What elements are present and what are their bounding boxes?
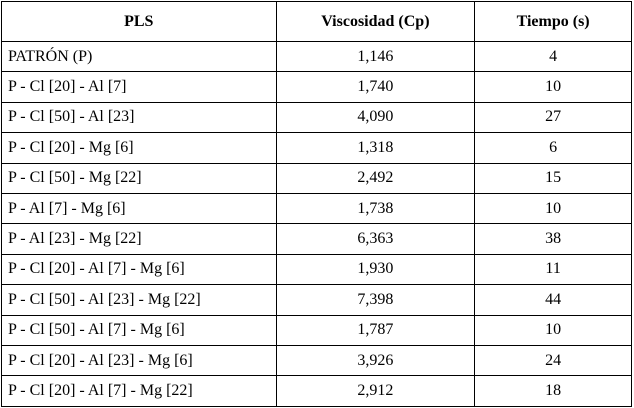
header-pls: PLS [1,1,277,42]
cell-pls: P - Cl [50] - Al [7] - Mg [6] [1,314,277,346]
cell-pls: P - Cl [20] - Al [23] - Mg [6] [1,344,277,377]
cell-tiempo: 24 [474,344,632,377]
table-row: P - Cl [50] - Al [23] 4,090 27 [1,101,632,134]
table-row: P - Cl [50] - Mg [22] 2,492 15 [1,162,632,194]
cell-pls: P - Cl [50] - Al [23] - Mg [22] [1,284,277,316]
cell-tiempo: 44 [474,284,632,316]
table-row: P - Cl [50] - Al [23] - Mg [22] 7,398 44 [1,284,632,316]
cell-tiempo: 10 [474,314,632,346]
cell-viscosidad: 6,363 [275,223,476,255]
cell-tiempo: 18 [474,375,632,407]
cell-pls: P - Cl [20] - Al [7] - Mg [6] [1,253,277,286]
table-row: P - Cl [20] - Al [7] - Mg [6] 1,930 11 [1,253,632,286]
header-row: PLS Viscosidad (Cp) Tiempo (s) [1,1,632,42]
cell-viscosidad: 1,318 [275,132,476,164]
header-viscosidad: Viscosidad (Cp) [275,1,476,42]
cell-viscosidad: 3,926 [275,344,476,377]
cell-tiempo: 11 [474,253,632,286]
cell-tiempo: 4 [474,40,632,73]
cell-viscosidad: 2,492 [275,162,476,194]
table-row: P - Cl [20] - Al [7] - Mg [22] 2,912 18 [1,375,632,407]
cell-tiempo: 38 [474,223,632,255]
cell-pls: P - Cl [20] - Al [7] - Mg [22] [1,375,277,407]
cell-viscosidad: 1,740 [275,71,476,103]
cell-viscosidad: 1,787 [275,314,476,346]
cell-pls: P - Cl [50] - Al [23] [1,101,277,134]
cell-tiempo: 15 [474,162,632,194]
table-row: P - Al [23] - Mg [22] 6,363 38 [1,223,632,255]
cell-viscosidad: 4,090 [275,101,476,134]
cell-viscosidad: 1,738 [275,192,476,225]
cell-tiempo: 27 [474,101,632,134]
header-tiempo: Tiempo (s) [474,1,632,42]
cell-viscosidad: 1,146 [275,40,476,73]
cell-pls: P - Al [23] - Mg [22] [1,223,277,255]
cell-tiempo: 6 [474,132,632,164]
table-row: P - Al [7] - Mg [6] 1,738 10 [1,192,632,225]
cell-pls: P - Cl [20] - Al [7] [1,71,277,103]
table-row: P - Cl [20] - Mg [6] 1,318 6 [1,132,632,164]
cell-viscosidad: 1,930 [275,253,476,286]
cell-pls: P - Al [7] - Mg [6] [1,192,277,225]
cell-pls: P - Cl [50] - Mg [22] [1,162,277,194]
table-row: P - Cl [50] - Al [7] - Mg [6] 1,787 10 [1,314,632,346]
cell-pls: P - Cl [20] - Mg [6] [1,132,277,164]
table-row: PATRÓN (P) 1,146 4 [1,40,632,73]
cell-pls: PATRÓN (P) [1,40,277,73]
table-row: P - Cl [20] - Al [23] - Mg [6] 3,926 24 [1,344,632,377]
cell-tiempo: 10 [474,71,632,103]
cell-viscosidad: 2,912 [275,375,476,407]
cell-viscosidad: 7,398 [275,284,476,316]
table-row: P - Cl [20] - Al [7] 1,740 10 [1,71,632,103]
cell-tiempo: 10 [474,192,632,225]
